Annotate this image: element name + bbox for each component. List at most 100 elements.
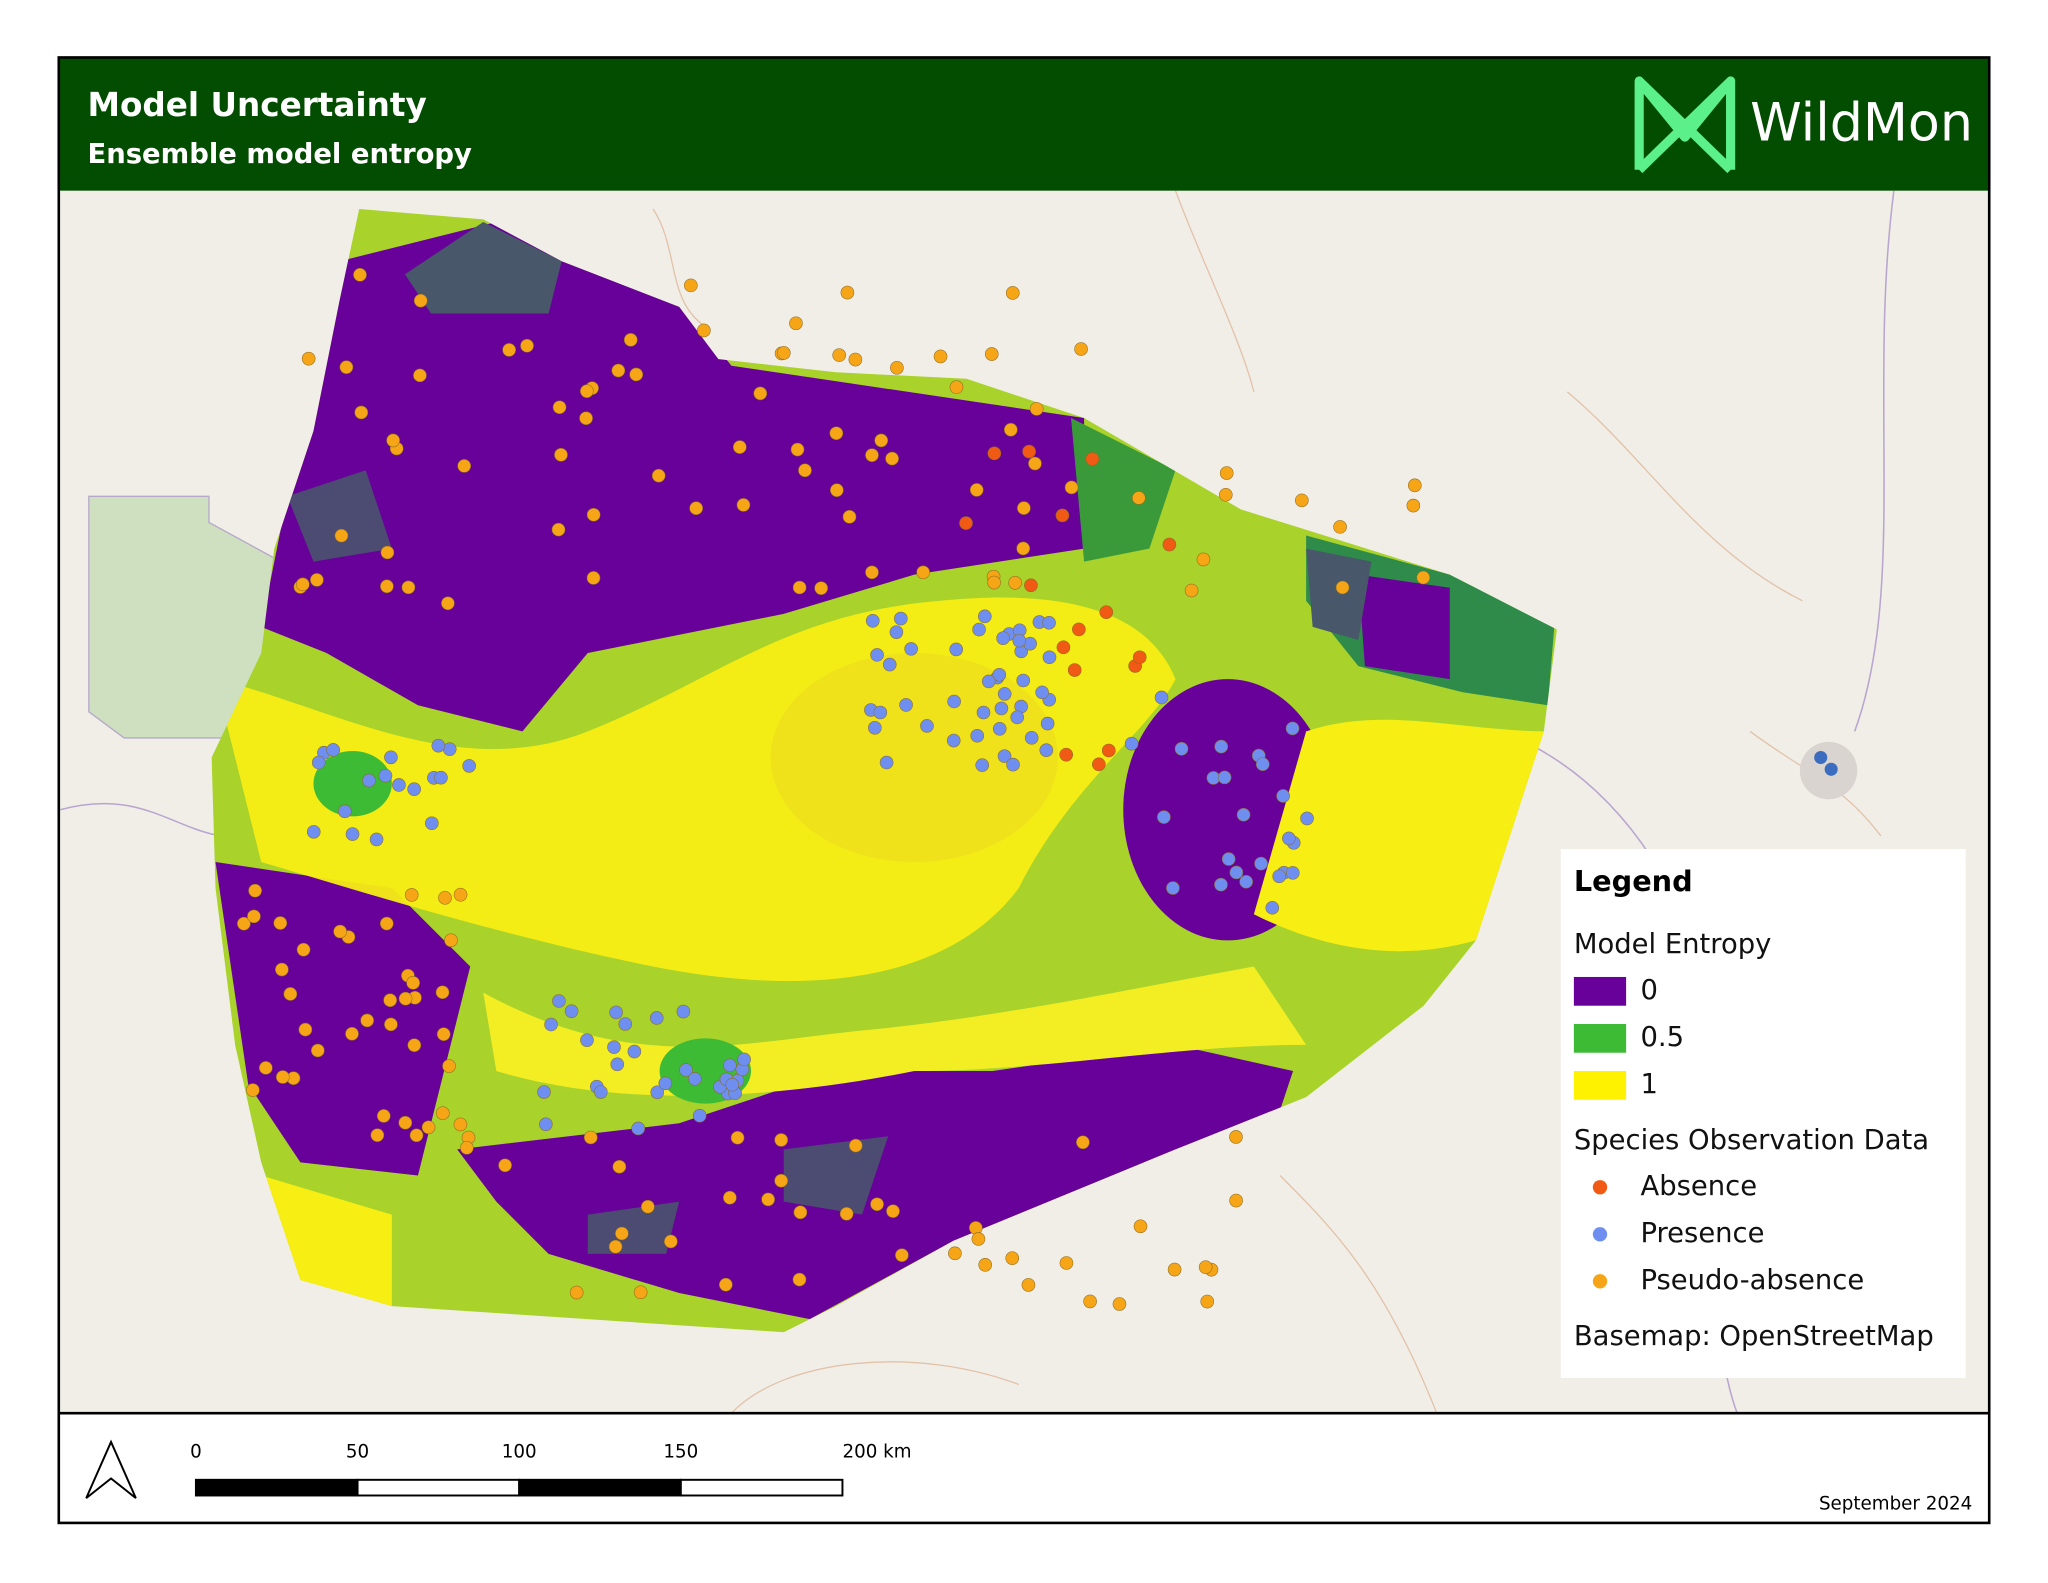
observation-dot xyxy=(520,338,534,353)
observation-dot xyxy=(380,545,395,560)
observation-dot xyxy=(1295,493,1309,508)
observation-dot xyxy=(840,285,855,300)
observation-dot xyxy=(1124,736,1139,751)
observation-dot xyxy=(650,1085,665,1100)
observation-dot xyxy=(737,1052,751,1067)
observation-dot xyxy=(339,360,354,374)
observation-dot xyxy=(984,347,999,361)
observation-dot xyxy=(627,1044,642,1059)
observation-dot xyxy=(431,738,446,753)
observation-dot xyxy=(310,573,324,587)
observation-dot xyxy=(904,642,918,656)
observation-dot xyxy=(401,580,416,595)
observation-dot xyxy=(457,459,471,473)
observation-dot xyxy=(259,1061,273,1075)
observation-dot xyxy=(1219,466,1234,480)
observation-dot xyxy=(404,888,419,902)
observation-dot xyxy=(334,528,349,543)
observation-dot xyxy=(398,991,413,1006)
observation-dot xyxy=(916,565,930,580)
observation-dot xyxy=(774,1133,788,1147)
observation-dot xyxy=(460,1141,474,1155)
scale-label: 200 km xyxy=(842,1441,911,1462)
observation-dot xyxy=(1056,640,1071,655)
observation-dot xyxy=(959,516,973,530)
logo-text: WildMon xyxy=(1750,94,1973,154)
observation-dot xyxy=(658,1076,673,1091)
observation-dot xyxy=(569,1285,584,1300)
observation-dot xyxy=(1016,541,1031,556)
observation-dot xyxy=(969,483,984,497)
observation-dot xyxy=(1076,1135,1090,1150)
observation-dot xyxy=(376,1109,391,1123)
observation-dot xyxy=(1024,731,1039,745)
observation-dot xyxy=(774,1173,788,1188)
observation-dot xyxy=(237,916,251,931)
observation-dot xyxy=(1406,498,1421,513)
observation-dot xyxy=(651,468,666,483)
legend-swatch xyxy=(1573,1023,1627,1053)
observation-dot xyxy=(692,1108,707,1123)
observation-dot xyxy=(679,1063,693,1077)
observation-dot xyxy=(1219,487,1233,502)
observation-dot xyxy=(1333,520,1347,534)
observation-dot xyxy=(537,1085,551,1099)
observation-dot xyxy=(248,883,262,898)
observation-dot xyxy=(1174,741,1189,756)
observation-dot xyxy=(409,1128,424,1143)
observation-dot xyxy=(874,433,889,448)
observation-dot xyxy=(730,1130,745,1145)
observation-dot xyxy=(684,278,698,293)
observation-dot xyxy=(438,891,452,905)
observation-dot xyxy=(326,743,340,757)
observation-dot xyxy=(865,614,880,628)
observation-dot xyxy=(298,1022,313,1037)
observation-dot xyxy=(579,411,593,426)
legend-swatch xyxy=(1573,1071,1627,1100)
observation-dot xyxy=(1112,1297,1127,1311)
observation-dot xyxy=(1167,1262,1182,1277)
observation-dot xyxy=(664,1234,678,1249)
observation-dot xyxy=(947,694,961,709)
observation-dot xyxy=(978,609,992,624)
observation-dot xyxy=(333,924,347,939)
legend-heading: Species Observation Data xyxy=(1574,1125,1929,1156)
observation-dot xyxy=(842,510,857,524)
observation-dot xyxy=(246,1083,260,1097)
observation-dot xyxy=(612,1159,627,1174)
observation-dot xyxy=(649,1011,664,1025)
observation-dot xyxy=(623,333,638,347)
observation-dot xyxy=(641,1199,655,1214)
observation-dot xyxy=(790,442,805,457)
observation-dot xyxy=(311,755,326,770)
observation-dot xyxy=(462,759,476,773)
observation-dot xyxy=(949,380,964,394)
observation-dot xyxy=(981,674,996,689)
observation-dot xyxy=(552,400,567,415)
observation-dot xyxy=(1092,757,1106,772)
date: September 2024 xyxy=(1819,1494,1972,1515)
observation-dot xyxy=(1072,622,1086,637)
map-subtitle: Ensemble model entropy xyxy=(88,139,473,170)
legend-label: Absence xyxy=(1640,1171,1757,1202)
observation-dot xyxy=(615,1226,629,1241)
observation-dot xyxy=(894,611,908,626)
observation-dot xyxy=(920,719,934,733)
observation-points xyxy=(237,268,1431,1311)
observation-dot xyxy=(1276,789,1290,803)
observation-dot xyxy=(544,1017,558,1032)
observation-dot xyxy=(1184,583,1199,598)
observation-dot xyxy=(1006,757,1020,772)
frame xyxy=(57,56,1991,1525)
observation-dot xyxy=(987,575,1001,590)
observation-dot xyxy=(296,942,311,957)
observation-dot xyxy=(814,581,828,595)
observation-dot xyxy=(1029,402,1044,416)
observation-dot xyxy=(1221,852,1236,866)
observation-dot xyxy=(1200,1294,1215,1309)
observation-dot xyxy=(1236,807,1251,822)
observation-dot xyxy=(761,1192,775,1207)
observation-dot xyxy=(583,1130,598,1145)
observation-dot xyxy=(498,1158,512,1173)
observation-dot xyxy=(829,426,844,441)
